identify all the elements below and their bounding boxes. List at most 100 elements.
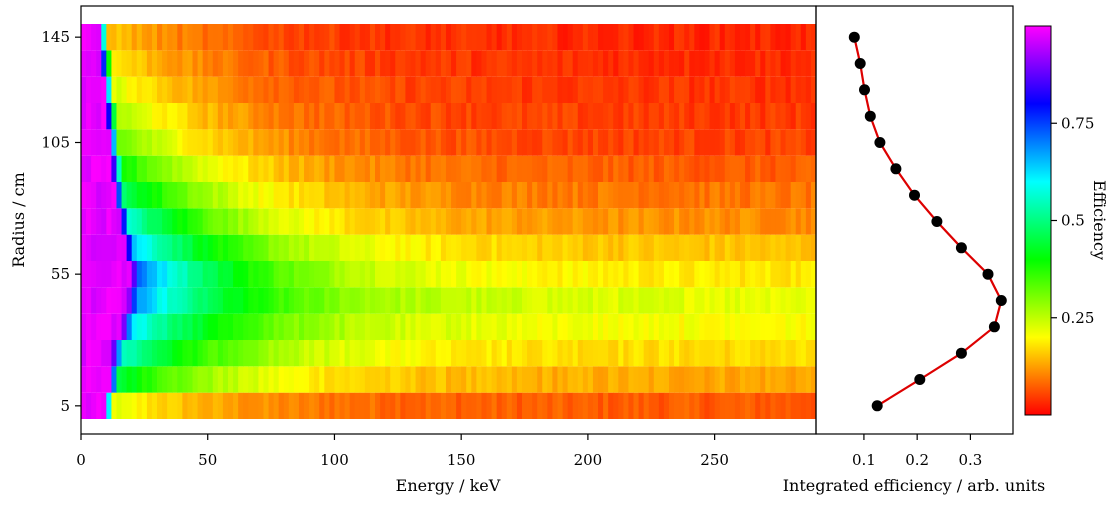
heatmap-cell: [207, 155, 214, 182]
heatmap-cell: [618, 392, 624, 419]
heatmap-cell: [298, 234, 305, 261]
heatmap-cell: [435, 261, 442, 288]
heatmap-cell: [476, 103, 482, 130]
heatmap-cell: [496, 313, 503, 340]
heatmap-cell: [375, 234, 381, 261]
heatmap-cell: [136, 313, 143, 340]
heatmap-cell: [648, 313, 655, 340]
heatmap-cell: [207, 313, 214, 340]
heatmap-cell: [648, 340, 655, 367]
heatmap-cell: [669, 392, 675, 419]
heatmap-cell: [172, 103, 178, 130]
heatmap-cell: [298, 182, 305, 209]
heatmap-cell: [451, 50, 457, 77]
heatmap-cell: [699, 24, 705, 51]
heatmap-cell: [643, 155, 650, 182]
heatmap-cell: [207, 392, 214, 419]
heatmap-cell: [273, 208, 280, 235]
heatmap-cell: [96, 103, 102, 130]
heatmap-cell: [669, 287, 675, 314]
heatmap-cell: [506, 261, 513, 288]
heatmap-cell: [552, 392, 558, 419]
heatmap-cell: [192, 50, 198, 77]
heatmap-cell: [633, 287, 639, 314]
heatmap-cell: [187, 313, 193, 340]
heatmap-cell: [278, 392, 285, 419]
heatmap-cell: [217, 155, 224, 182]
heatmap-cell: [167, 392, 173, 419]
heatmap-cell: [785, 182, 792, 209]
heatmap-cell: [248, 208, 254, 235]
heatmap-cell: [729, 129, 736, 156]
heatmap-cell: [684, 50, 690, 77]
heatmap-cell: [157, 24, 163, 51]
heatmap-cell: [304, 392, 310, 419]
heatmap-cell: [562, 208, 569, 235]
heatmap-x-tick-label: 50: [198, 451, 217, 469]
heatmap-cell: [425, 392, 432, 419]
heatmap-cell: [810, 261, 817, 288]
heatmap-cell: [81, 182, 87, 209]
heatmap-cell: [765, 392, 771, 419]
heatmap-cell: [694, 261, 700, 288]
heatmap-cell: [440, 24, 447, 51]
heatmap-cell: [663, 287, 670, 314]
heatmap-cell: [527, 24, 533, 51]
heatmap-cell: [141, 76, 148, 103]
heatmap-cell: [222, 76, 229, 103]
heatmap-cell: [177, 182, 183, 209]
heatmap-cell: [760, 24, 766, 51]
heatmap-cell: [344, 103, 351, 130]
heatmap-cell: [674, 129, 680, 156]
heatmap-cell: [456, 366, 462, 393]
heatmap-cell: [795, 208, 802, 235]
heatmap-y-tick-label: 5: [60, 397, 70, 415]
heatmap-cell: [81, 50, 87, 77]
heatmap-cell: [172, 313, 178, 340]
heatmap-cell: [572, 76, 579, 103]
heatmap-cell: [293, 103, 300, 130]
heatmap-cell: [425, 50, 432, 77]
heatmap-cell: [207, 76, 214, 103]
heatmap-cell: [248, 103, 254, 130]
heatmap-cell: [172, 129, 178, 156]
heatmap-cell: [618, 313, 624, 340]
heatmap-cell: [273, 76, 280, 103]
heatmap-cell: [750, 234, 756, 261]
heatmap-cell: [314, 287, 320, 314]
heatmap-cell: [288, 50, 295, 77]
heatmap-cell: [415, 208, 422, 235]
heatmap-cell: [385, 392, 391, 419]
heatmap-cell: [582, 76, 589, 103]
heatmap-cell: [96, 24, 102, 51]
heatmap-cell: [157, 182, 163, 209]
heatmap-cell: [689, 24, 695, 51]
heatmap-x-tick-label: 0: [76, 451, 86, 469]
heatmap-cell: [349, 261, 356, 288]
heatmap-cell: [268, 261, 275, 288]
heatmap-cell: [587, 313, 594, 340]
heatmap-cell: [653, 261, 660, 288]
heatmap-cell: [522, 182, 528, 209]
heatmap-cell: [511, 50, 518, 77]
heatmap-cell: [197, 392, 204, 419]
heatmap-cell: [724, 103, 731, 130]
heatmap-cell: [162, 340, 168, 367]
heatmap-cell: [253, 340, 259, 367]
heatmap-cell: [258, 103, 264, 130]
heatmap-cell: [456, 50, 462, 77]
heatmap-cells: [81, 24, 817, 419]
heatmap-cell: [456, 103, 462, 130]
heatmap-cell: [745, 155, 751, 182]
heatmap-cell: [121, 50, 128, 77]
heatmap-cell: [116, 313, 122, 340]
heatmap-cell: [400, 287, 406, 314]
heatmap-cell: [522, 208, 528, 235]
heatmap-cell: [238, 103, 244, 130]
heatmap-cell: [451, 366, 457, 393]
heatmap-cell: [420, 287, 427, 314]
heatmap-cell: [207, 24, 214, 51]
heatmap-cell: [177, 103, 183, 130]
heatmap-cell: [669, 340, 675, 367]
heatmap-cell: [243, 103, 249, 130]
